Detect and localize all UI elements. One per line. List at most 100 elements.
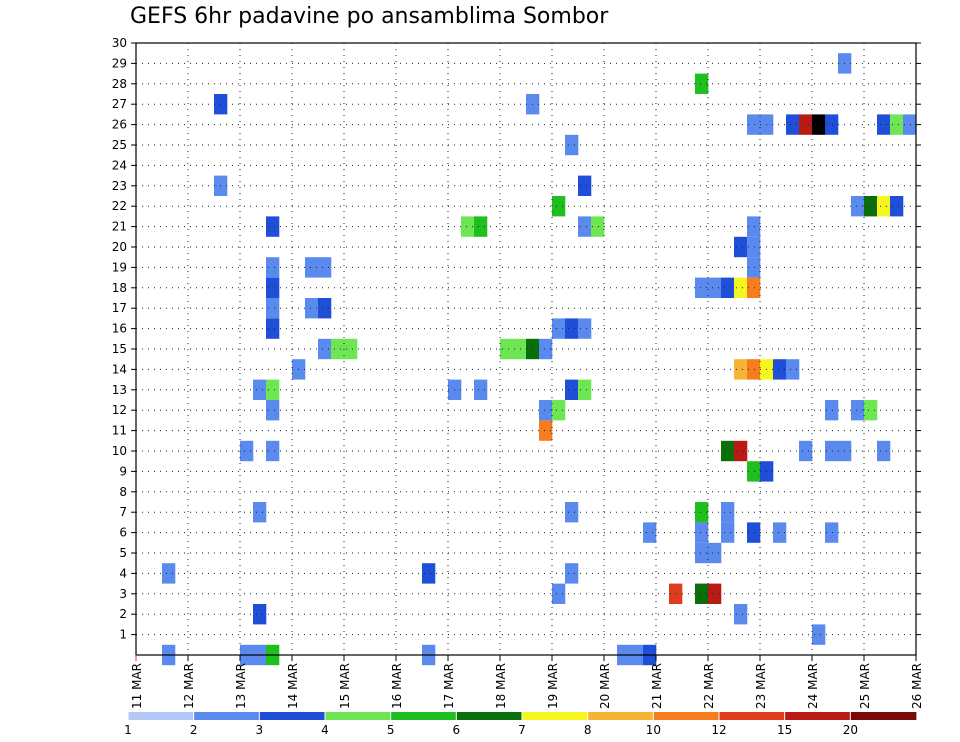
heatmap-cell <box>747 114 761 135</box>
y-tick-label: 22 <box>112 199 127 213</box>
heatmap-cell <box>864 196 878 217</box>
heatmap-cell <box>695 73 709 94</box>
heatmap-cell <box>773 359 787 380</box>
heatmap-cell <box>578 379 592 400</box>
y-tick-label: 27 <box>112 97 127 111</box>
heatmap-cell <box>643 522 657 543</box>
colorbar-segment <box>325 712 392 720</box>
heatmap-cell <box>786 114 800 135</box>
y-tick-label: 7 <box>119 505 127 519</box>
heatmap-cell <box>708 542 722 564</box>
grid-layer <box>136 43 916 655</box>
heatmap-cell <box>318 257 332 278</box>
heatmap-cell <box>578 175 592 196</box>
x-tick-label: 20 MAR <box>598 663 612 709</box>
heatmap-cell <box>721 277 735 298</box>
y-tick-label: 17 <box>112 301 127 315</box>
colorbar-label: 1 <box>124 723 132 737</box>
heatmap-cell <box>851 400 865 421</box>
heatmap-cell <box>552 400 566 421</box>
heatmap-cell <box>877 440 891 462</box>
y-tick-label: 2 <box>119 607 127 621</box>
y-tick-label: 28 <box>112 77 127 91</box>
y-tick-label: 18 <box>112 281 127 295</box>
colorbar-label: 12 <box>711 723 726 737</box>
heatmap-cell <box>539 338 553 360</box>
heatmap-cell <box>565 318 579 339</box>
heatmap-cell <box>552 583 566 604</box>
heatmap-cell <box>318 338 332 360</box>
heatmap-cell <box>825 522 839 543</box>
y-tick-label: 13 <box>112 383 127 397</box>
heatmap-cell <box>747 216 761 237</box>
colorbar-segment <box>259 712 326 720</box>
chart-title: GEFS 6hr padavine po ansamblima Sombor <box>130 4 609 29</box>
x-tick-label: 12 MAR <box>182 663 196 709</box>
colorbar-segment <box>390 712 457 720</box>
heatmap-cell <box>812 114 826 135</box>
heatmap-cell <box>864 400 878 421</box>
heatmap-cell <box>747 522 761 543</box>
y-tick-label: 9 <box>119 464 127 478</box>
colorbar-label: 5 <box>387 723 395 737</box>
y-tick-label: 29 <box>112 56 127 70</box>
y-tick-label: 21 <box>112 220 127 234</box>
heatmap-cell <box>851 196 865 217</box>
colorbar-label: 20 <box>843 723 858 737</box>
heatmap-cell <box>734 277 748 298</box>
heatmap-cell <box>695 522 709 543</box>
heatmap-cell <box>695 277 709 298</box>
x-tick-label: 24 MAR <box>806 663 820 709</box>
y-tick-label: 26 <box>112 118 127 132</box>
heatmap-cell <box>695 542 709 564</box>
heatmap-cell <box>240 440 254 462</box>
heatmap-cell <box>565 563 579 584</box>
heatmap-cell <box>773 522 787 543</box>
x-tick-label: 21 MAR <box>650 663 664 709</box>
heatmap-cell <box>331 338 345 360</box>
heatmap-cell <box>825 114 839 135</box>
colorbar-segment <box>128 712 195 720</box>
heatmap-cell <box>734 440 748 462</box>
heatmap-cell <box>747 461 761 482</box>
y-tick-label: 30 <box>112 36 127 50</box>
y-tick-label: 12 <box>112 403 127 417</box>
heatmap-cell <box>565 379 579 400</box>
heatmap-cell <box>266 318 280 339</box>
heatmap-cell <box>825 440 839 462</box>
x-tick-label: 19 MAR <box>546 663 560 709</box>
heatmap-cell <box>721 502 735 523</box>
heatmap-cell <box>305 257 319 278</box>
heatmap-cell <box>747 359 761 380</box>
heatmap-cell <box>474 216 488 237</box>
heatmap-cell <box>721 522 735 543</box>
heatmap-cell <box>721 440 735 462</box>
heatmap-cell <box>734 236 748 258</box>
colorbar-segment <box>522 712 589 720</box>
heatmap-cell <box>799 440 813 462</box>
heatmap-cell <box>474 379 488 400</box>
heatmap-cell <box>890 114 904 135</box>
heatmap-cell <box>695 502 709 523</box>
y-axis: 1234567891011121314151617181920212223242… <box>112 36 921 642</box>
heatmap-cell <box>422 563 436 584</box>
colorbar: 1 2 3 4 5 6 7 8 10 12 15 20 <box>124 712 917 737</box>
heatmap-cell <box>253 379 267 400</box>
heatmap-cell <box>747 257 761 278</box>
heatmap-cell <box>578 318 592 339</box>
heatmap-cell <box>266 277 280 298</box>
heatmap-cell <box>266 298 280 319</box>
x-tick-label: 15 MAR <box>338 663 352 709</box>
y-tick-label: 4 <box>119 566 127 580</box>
x-tick-label: 11 MAR <box>130 663 144 709</box>
x-tick-label: 16 MAR <box>390 663 404 709</box>
colorbar-label: 7 <box>518 723 526 737</box>
heatmap-cell <box>578 216 592 237</box>
heatmap-cell <box>513 338 527 360</box>
heatmap-cell <box>734 359 748 380</box>
colorbar-label: 4 <box>321 723 329 737</box>
heatmap-cell <box>266 440 280 462</box>
y-tick-label: 11 <box>112 424 127 438</box>
x-tick-label: 17 MAR <box>442 663 456 709</box>
heatmap-cell <box>890 196 904 217</box>
